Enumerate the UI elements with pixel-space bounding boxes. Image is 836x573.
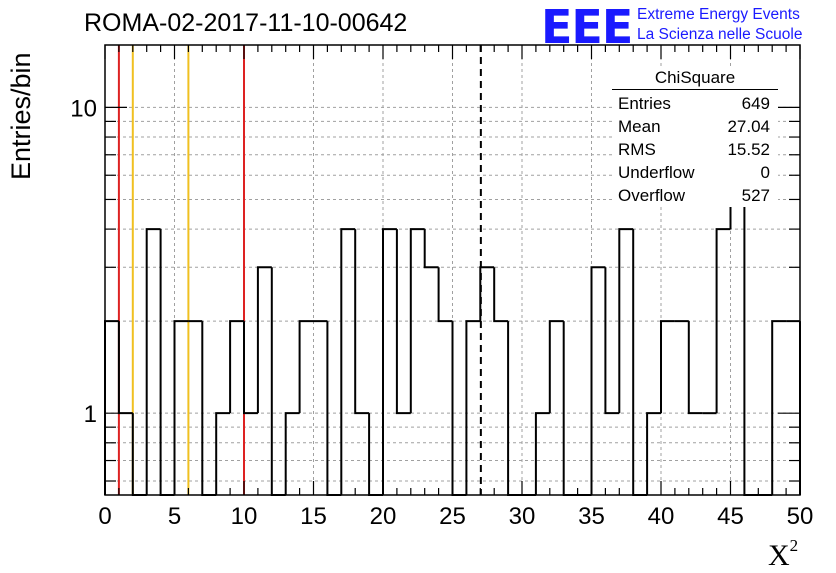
histogram-bin-1 [117, 321, 133, 415]
x-tick-label-30: 30 [509, 503, 536, 530]
histogram-bin-16 [326, 321, 342, 496]
histogram-bin-14 [298, 320, 314, 414]
x-tick-label-5: 5 [168, 503, 181, 530]
histogram-bin-40 [660, 320, 675, 414]
ticks [104, 45, 801, 495]
tick-labels: 0 5 10 15 20 25 30 35 40 45 50 1 10 [70, 95, 813, 530]
histogram-bin-18 [354, 229, 370, 415]
chart-title: ROMA-02-2017-11-10-00642 [84, 9, 408, 37]
histogram-bin-27 [479, 266, 495, 322]
histogram-bin-3 [145, 228, 161, 495]
histogram-bin-35 [590, 266, 606, 495]
histogram-bin-10 [243, 321, 258, 415]
histogram-bin-23 [423, 229, 439, 269]
histogram-bin-38 [632, 229, 648, 496]
histogram-bin-29 [507, 321, 522, 496]
histogram-bin-33 [562, 321, 578, 496]
histogram-bin-26 [465, 320, 481, 495]
histogram-bin-13 [284, 412, 300, 495]
eee-logo-text: Extreme Energy Events La Scienza nelle S… [637, 5, 802, 45]
eee-logo: EEE [541, 0, 633, 54]
x-tick-label-20: 20 [370, 503, 397, 530]
x-tick-label-0: 0 [98, 503, 111, 530]
histogram-bin-11 [256, 266, 272, 414]
histogram-bin-42 [687, 321, 703, 415]
histogram-bin-8 [215, 412, 231, 495]
y-tick-label-10: 10 [70, 95, 97, 122]
histogram-bin-22 [409, 228, 425, 414]
histogram-bin-9 [229, 320, 244, 414]
x-tick-label-45: 45 [717, 503, 744, 530]
histogram-bin-2 [131, 413, 147, 496]
x-axis-label: X2 [768, 536, 799, 572]
logo-line-1: Extreme Energy Events [637, 6, 800, 23]
stats-row-underflow: Underflow 0 [618, 163, 770, 182]
stats-row-entries: Entries 649 [618, 94, 770, 113]
histogram-bin-48 [771, 320, 787, 495]
x-tick-label-25: 25 [439, 503, 466, 530]
histogram-bin-4 [159, 229, 175, 496]
x-tick-label-15: 15 [300, 503, 327, 530]
histogram-bin-0 [104, 320, 119, 495]
stats-row-rms: RMS 15.52 [618, 140, 770, 159]
stats-box: ChiSquare Entries 649 Mean 27.04 RMS 15.52 … [612, 68, 778, 207]
histogram-bin-32 [548, 320, 564, 414]
histogram-bin-20 [382, 228, 397, 495]
stats-title: ChiSquare [612, 68, 778, 90]
histogram-bin-36 [604, 267, 620, 415]
x-tick-label-40: 40 [648, 503, 675, 530]
y-tick-label-1: 1 [84, 401, 97, 428]
histogram-bin-7 [201, 321, 217, 496]
y-axis-label: Entries/bin [6, 52, 36, 180]
grid [105, 45, 800, 495]
histogram-bin-28 [493, 267, 509, 323]
logo-line-2: La Scienza nelle Scuole [637, 26, 803, 43]
x-tick-label-35: 35 [578, 503, 605, 530]
x-tick-label-50: 50 [787, 503, 814, 530]
histogram-bin-31 [534, 412, 550, 495]
histogram-bin-37 [618, 228, 634, 414]
histogram-bin-17 [340, 228, 356, 495]
histogram-bin-21 [395, 229, 411, 415]
stats-row-mean: Mean 27.04 [618, 117, 770, 136]
histogram-bin-19 [368, 413, 383, 496]
x-tick-label-10: 10 [231, 503, 258, 530]
histogram-bin-44 [715, 228, 731, 414]
histogram-bin-39 [646, 412, 661, 495]
histogram-bin-5 [173, 320, 189, 495]
stats-row-overflow: Overflow 527 [618, 186, 770, 205]
histogram-bin-25 [451, 321, 467, 496]
histogram-bin-24 [437, 267, 453, 323]
